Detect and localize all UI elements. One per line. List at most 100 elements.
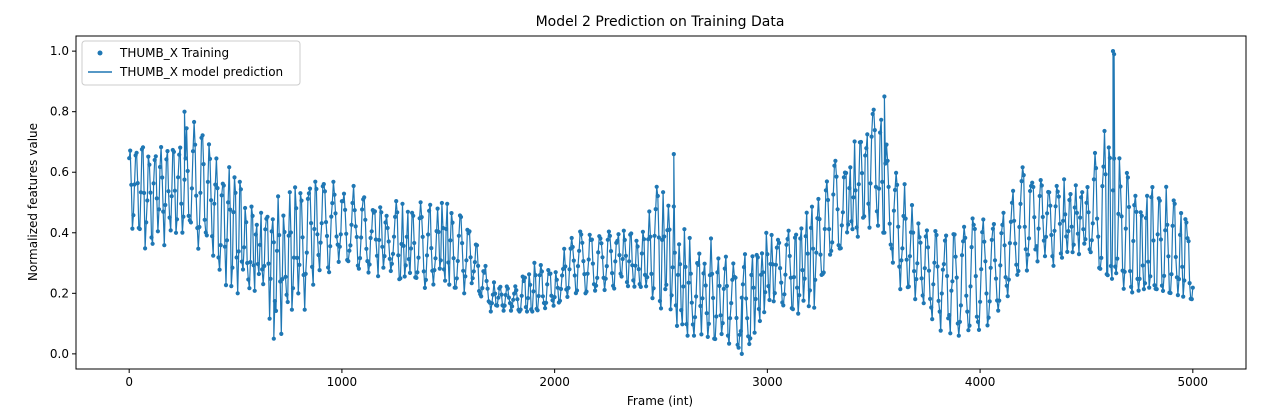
training-point xyxy=(613,259,618,264)
training-point xyxy=(228,207,233,212)
training-point xyxy=(648,234,653,239)
training-point xyxy=(1180,264,1185,269)
training-point xyxy=(1159,283,1165,288)
training-point xyxy=(181,214,186,219)
training-point xyxy=(851,195,856,200)
training-point xyxy=(811,246,816,251)
legend-label-training: THUMB_X Training xyxy=(119,46,229,60)
training-point xyxy=(1025,252,1031,257)
training-point xyxy=(962,224,967,229)
training-point xyxy=(715,270,720,275)
training-point xyxy=(1024,268,1029,273)
training-point xyxy=(936,298,941,303)
training-point xyxy=(458,214,464,220)
training-point xyxy=(958,303,964,308)
x-axis-label: Frame (int) xyxy=(627,394,693,408)
training-point xyxy=(660,237,665,242)
training-point xyxy=(551,303,556,308)
training-point xyxy=(1051,263,1056,268)
training-point xyxy=(918,240,923,245)
training-point xyxy=(256,271,261,277)
training-point xyxy=(353,224,358,229)
training-point xyxy=(263,227,268,232)
training-point xyxy=(1103,172,1108,177)
training-point xyxy=(636,267,641,272)
training-point xyxy=(1011,188,1016,193)
training-point xyxy=(271,240,276,245)
training-point xyxy=(784,242,789,247)
training-point xyxy=(373,237,378,242)
training-point xyxy=(993,276,999,281)
training-point xyxy=(681,284,686,289)
training-point xyxy=(498,284,503,289)
training-point xyxy=(435,206,440,211)
training-point xyxy=(728,316,733,321)
training-point xyxy=(624,280,630,285)
training-point xyxy=(1052,228,1057,233)
training-point xyxy=(431,282,436,287)
training-point xyxy=(806,304,811,309)
training-point xyxy=(886,184,891,189)
training-point xyxy=(998,263,1003,268)
training-point xyxy=(464,258,469,263)
training-point xyxy=(602,287,607,293)
training-point xyxy=(853,188,858,193)
training-point xyxy=(322,189,327,194)
training-point xyxy=(218,243,223,248)
training-point xyxy=(539,269,545,274)
training-point xyxy=(832,163,837,168)
training-point xyxy=(142,190,147,196)
training-point xyxy=(878,130,883,135)
training-point xyxy=(862,214,867,219)
training-point xyxy=(1002,243,1007,248)
training-point xyxy=(968,284,973,289)
training-point xyxy=(1137,276,1142,281)
training-point xyxy=(531,289,536,294)
training-point xyxy=(282,229,287,235)
training-point xyxy=(323,220,329,225)
training-point xyxy=(710,271,715,276)
training-point xyxy=(255,261,260,267)
training-point xyxy=(778,266,783,271)
training-point xyxy=(1019,179,1024,184)
training-point xyxy=(1190,285,1195,290)
training-point xyxy=(720,321,725,326)
training-point xyxy=(1131,238,1136,244)
training-point xyxy=(816,196,821,202)
training-point xyxy=(253,232,258,237)
training-point xyxy=(1113,264,1118,269)
training-point xyxy=(566,285,571,290)
training-point xyxy=(184,126,189,131)
training-point xyxy=(369,229,374,234)
training-point xyxy=(1045,211,1050,216)
training-point xyxy=(948,331,953,336)
training-point xyxy=(283,274,288,279)
training-point xyxy=(738,329,743,334)
training-point xyxy=(268,276,273,281)
training-point xyxy=(1102,128,1107,134)
training-point xyxy=(930,317,935,322)
training-point xyxy=(866,201,871,206)
training-point xyxy=(796,311,801,316)
training-point xyxy=(800,268,805,273)
training-point xyxy=(673,303,679,308)
training-point xyxy=(1020,165,1025,170)
training-point xyxy=(899,258,904,263)
training-point xyxy=(988,265,993,270)
training-point xyxy=(284,292,289,297)
training-point xyxy=(1165,222,1170,227)
training-point xyxy=(752,330,757,335)
training-point xyxy=(1130,290,1135,295)
training-point xyxy=(733,275,738,280)
training-point xyxy=(849,219,854,224)
training-point xyxy=(386,239,391,244)
training-point xyxy=(1171,198,1176,203)
training-point xyxy=(987,299,992,304)
training-point xyxy=(894,170,899,175)
training-point xyxy=(655,193,660,199)
training-point xyxy=(691,333,697,338)
training-point xyxy=(722,266,727,271)
training-point xyxy=(631,278,636,283)
training-point xyxy=(1041,238,1046,243)
training-point xyxy=(502,303,507,308)
